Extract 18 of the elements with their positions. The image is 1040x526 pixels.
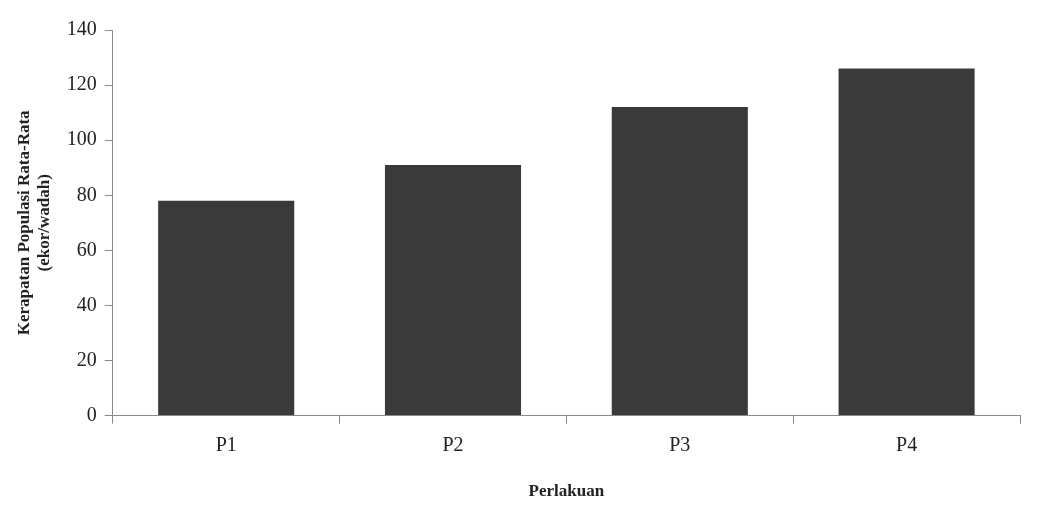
bar [158,200,295,416]
x-tick-label: P3 [669,432,691,455]
y-axis-title: Kerapatan Populasi Rata-Rata (ekor/wadah) [13,109,53,336]
y-tick-label: 20 [76,347,97,370]
x-axis-title: Perlakuan [528,481,605,501]
y-tick-label: 100 [66,127,97,150]
x-tick-label: P4 [896,432,918,455]
x-tick-label: P2 [442,432,464,455]
y-tick-label: 0 [86,402,97,425]
y-tick-label: 120 [66,72,97,95]
x-tick-label: P1 [215,432,237,455]
y-tick-label: 80 [76,182,97,205]
bar [384,164,522,416]
y-tick-label: 60 [76,237,97,260]
bar [611,107,748,416]
y-tick-label: 140 [66,17,97,40]
bar [838,68,975,416]
y-tick-label: 40 [76,292,97,315]
